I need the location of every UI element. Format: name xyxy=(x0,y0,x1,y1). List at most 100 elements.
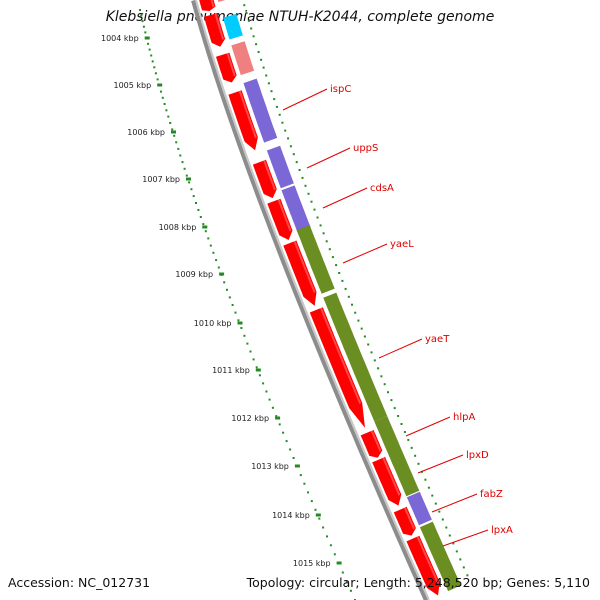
scale-dot xyxy=(212,251,215,254)
scale-dot xyxy=(270,90,273,93)
scale-dot xyxy=(434,502,437,505)
scale-dot xyxy=(231,304,234,306)
scale-dot xyxy=(226,288,228,291)
scale-dot xyxy=(147,42,150,45)
kbp-tick xyxy=(255,368,261,372)
scale-dot xyxy=(150,54,153,57)
scale-dot xyxy=(380,375,383,378)
cds-arrow xyxy=(393,506,416,536)
cog-block xyxy=(222,13,243,40)
scale-dot xyxy=(410,446,413,449)
scale-dot xyxy=(377,367,380,370)
label-leader xyxy=(322,187,368,209)
scale-dot xyxy=(199,216,202,218)
cds-arrow-highlight xyxy=(382,457,401,496)
scale-dot xyxy=(237,319,240,322)
scale-dot xyxy=(257,51,260,53)
scale-dot xyxy=(141,20,144,23)
scale-dot xyxy=(287,137,290,140)
gene-label-uppS: uppS xyxy=(353,143,378,154)
scale-dot xyxy=(153,66,156,69)
cds-arrow-highlight xyxy=(320,307,362,404)
scale-dot xyxy=(265,390,268,393)
scale-dot xyxy=(285,440,288,443)
cds-arrow xyxy=(372,456,402,506)
kbp-tick xyxy=(237,321,243,325)
scale-dot xyxy=(414,454,417,457)
scale-dot xyxy=(438,510,441,513)
scale-dot xyxy=(314,508,317,511)
scale-dot xyxy=(271,406,274,409)
scale-dot xyxy=(417,462,420,465)
scale-dot xyxy=(390,399,393,402)
scale-dot xyxy=(197,209,200,211)
scale-dot xyxy=(255,366,258,369)
gene-label-yaeT: yaeT xyxy=(425,334,450,345)
cog-block xyxy=(374,416,420,497)
scale-dot xyxy=(161,96,164,99)
scale-dot xyxy=(326,535,328,538)
scale-dot xyxy=(335,264,338,267)
scale-dot xyxy=(273,98,276,101)
kbp-label: 1007 kbp xyxy=(142,175,180,184)
scale-dot xyxy=(345,580,348,583)
scale-dot xyxy=(243,4,246,7)
kbp-label: 1014 kbp xyxy=(272,511,310,520)
scale-dot xyxy=(397,415,400,417)
cog-block xyxy=(231,41,255,76)
scale-dot xyxy=(370,351,373,354)
scale-dot xyxy=(301,176,304,179)
scale-dot xyxy=(185,174,188,177)
scale-dot xyxy=(313,208,316,211)
scale-dot xyxy=(252,358,255,361)
scale-dot xyxy=(275,105,278,108)
scale-dot xyxy=(281,121,284,124)
scale-dot xyxy=(250,27,253,30)
cds-arrow-highlight xyxy=(403,507,415,530)
scale-dot xyxy=(282,431,285,434)
kbp-label: 1012 kbp xyxy=(231,414,269,423)
gene-label-ispC: ispC xyxy=(330,84,351,95)
scale-dot xyxy=(403,431,406,433)
scale-dot xyxy=(167,115,170,118)
label-leader xyxy=(282,88,328,111)
cog-block xyxy=(281,185,311,233)
scale-dot xyxy=(179,154,182,157)
cds-arrow-highlight xyxy=(238,90,257,139)
scale-dot xyxy=(289,145,292,148)
cds-arrow xyxy=(267,198,293,240)
scale-dot xyxy=(387,391,389,394)
scale-dot xyxy=(163,103,166,105)
cog-block xyxy=(323,292,388,422)
cds-arrow-highlight xyxy=(370,430,382,452)
scale-dot xyxy=(292,153,295,156)
cds-arrow xyxy=(228,90,258,151)
scale-dot xyxy=(351,303,353,306)
label-leader xyxy=(405,416,451,437)
kbp-label: 1010 kbp xyxy=(194,319,232,328)
scale-dot xyxy=(333,553,336,556)
label-leader xyxy=(306,147,351,169)
scale-dot xyxy=(344,287,347,290)
scale-dot xyxy=(427,486,430,489)
scale-dot xyxy=(268,398,271,401)
scale-dot xyxy=(448,534,451,537)
scale-dot xyxy=(299,474,302,477)
cog-block xyxy=(419,521,461,592)
gene-label-lpxD: lpxD xyxy=(466,450,489,461)
scale-dot xyxy=(373,359,376,362)
scale-dot xyxy=(140,14,143,17)
cds-arrow xyxy=(203,13,226,47)
scale-dot xyxy=(318,517,321,520)
scale-dot xyxy=(307,491,310,494)
kbp-tick xyxy=(186,177,191,181)
scale-dot xyxy=(275,415,278,418)
label-leader xyxy=(442,529,489,547)
scale-dot xyxy=(260,58,263,61)
scale-dot xyxy=(183,167,186,170)
scale-dot xyxy=(234,311,237,314)
gene-label-yaeL: yaeL xyxy=(390,239,414,250)
scale-dot xyxy=(207,237,210,240)
cds-arrow-highlight xyxy=(214,13,225,40)
scale-dot xyxy=(188,181,191,184)
